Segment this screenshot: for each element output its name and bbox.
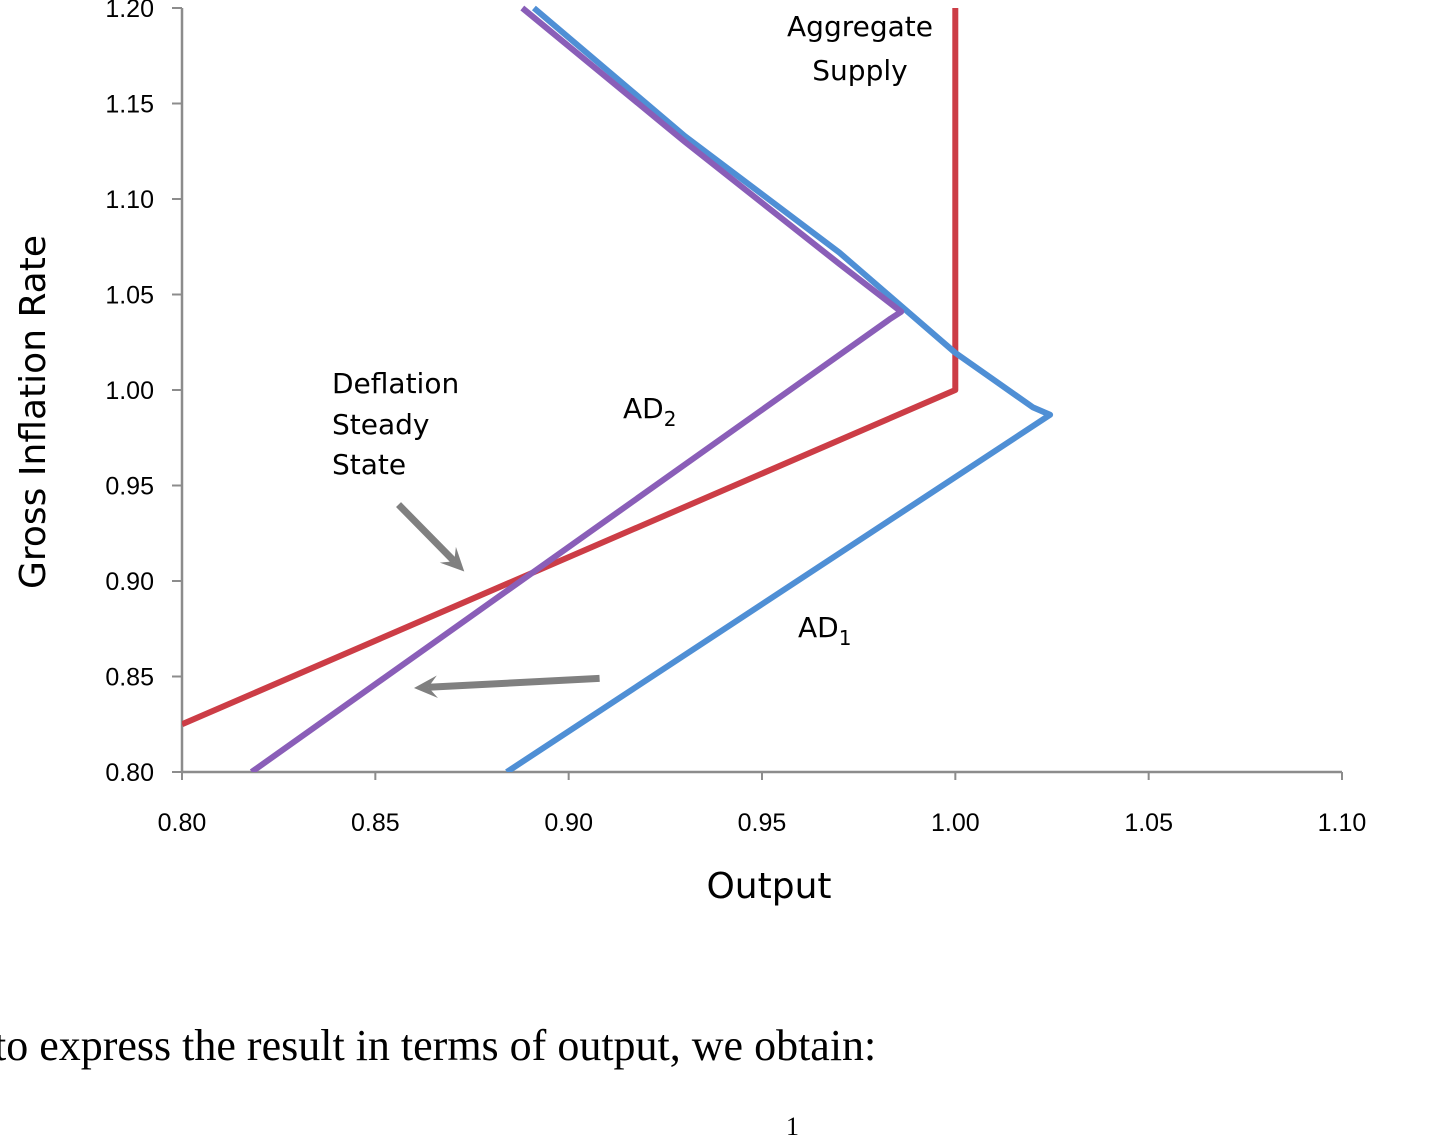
deflation-label-line3: State	[332, 448, 406, 481]
annotations-group: Aggregate Supply Deflation Steady State …	[332, 10, 933, 650]
deflation-label-line1: Deflation	[332, 367, 459, 400]
y-tick-label: 1.00	[105, 377, 154, 405]
y-axis-title: Gross Inflation Rate	[13, 235, 54, 589]
deflation-steady-state-arrow-head	[439, 546, 465, 572]
ad2-label: AD2	[623, 392, 676, 431]
ad2-label-sub: 2	[664, 407, 677, 431]
series-line-ad2	[249, 5, 905, 772]
shift-arrow-head	[414, 675, 438, 699]
ad1-label-sub: 1	[839, 626, 852, 650]
y-tick-label: 0.80	[105, 759, 154, 787]
y-tick-label: 0.85	[105, 664, 154, 692]
x-tick-label: 1.05	[1124, 809, 1173, 837]
deflation-label-line2: Steady	[332, 408, 429, 441]
y-tick-label: 1.15	[105, 91, 154, 119]
x-axis-title: Output	[706, 866, 831, 907]
aggregate-supply-label-line1: Aggregate	[787, 10, 933, 43]
ad1-label-main: AD	[798, 611, 839, 644]
chart: 0.80 0.85 0.90 0.95 1.00 1.05 1.10 1.15 1.20 0.80…	[13, 0, 1366, 907]
y-tick-label: 1.20	[105, 0, 154, 23]
y-tick-label: 1.05	[105, 282, 154, 310]
formula-fragment: 1	[786, 1112, 799, 1141]
y-tick-label: 0.95	[105, 473, 154, 501]
shift-arrow-shaft	[428, 674, 600, 691]
x-tick-label: 0.90	[544, 809, 593, 837]
arrows-group	[396, 502, 600, 699]
series-line-ad1	[505, 5, 1054, 772]
body-text: to express the result in terms of output…	[0, 1021, 877, 1070]
ad1-label: AD1	[798, 611, 851, 650]
deflation-steady-state-arrow-shaft	[396, 502, 457, 564]
y-tick-label: 0.90	[105, 568, 154, 596]
aggregate-supply-label-line2: Supply	[812, 54, 907, 87]
x-tick-label: 1.00	[931, 809, 980, 837]
x-tick-label: 0.80	[158, 809, 207, 837]
series-group	[182, 5, 1054, 772]
axes: 0.80 0.85 0.90 0.95 1.00 1.05 1.10 1.15 1.20 0.80…	[105, 0, 1366, 837]
ad2-label-main: AD	[623, 392, 664, 425]
x-tick-label: 0.85	[351, 809, 400, 837]
x-tick-label: 0.95	[738, 809, 787, 837]
x-tick-label: 1.10	[1318, 809, 1367, 837]
y-tick-label: 1.10	[105, 186, 154, 214]
series-line-aggregate-supply	[182, 8, 959, 728]
